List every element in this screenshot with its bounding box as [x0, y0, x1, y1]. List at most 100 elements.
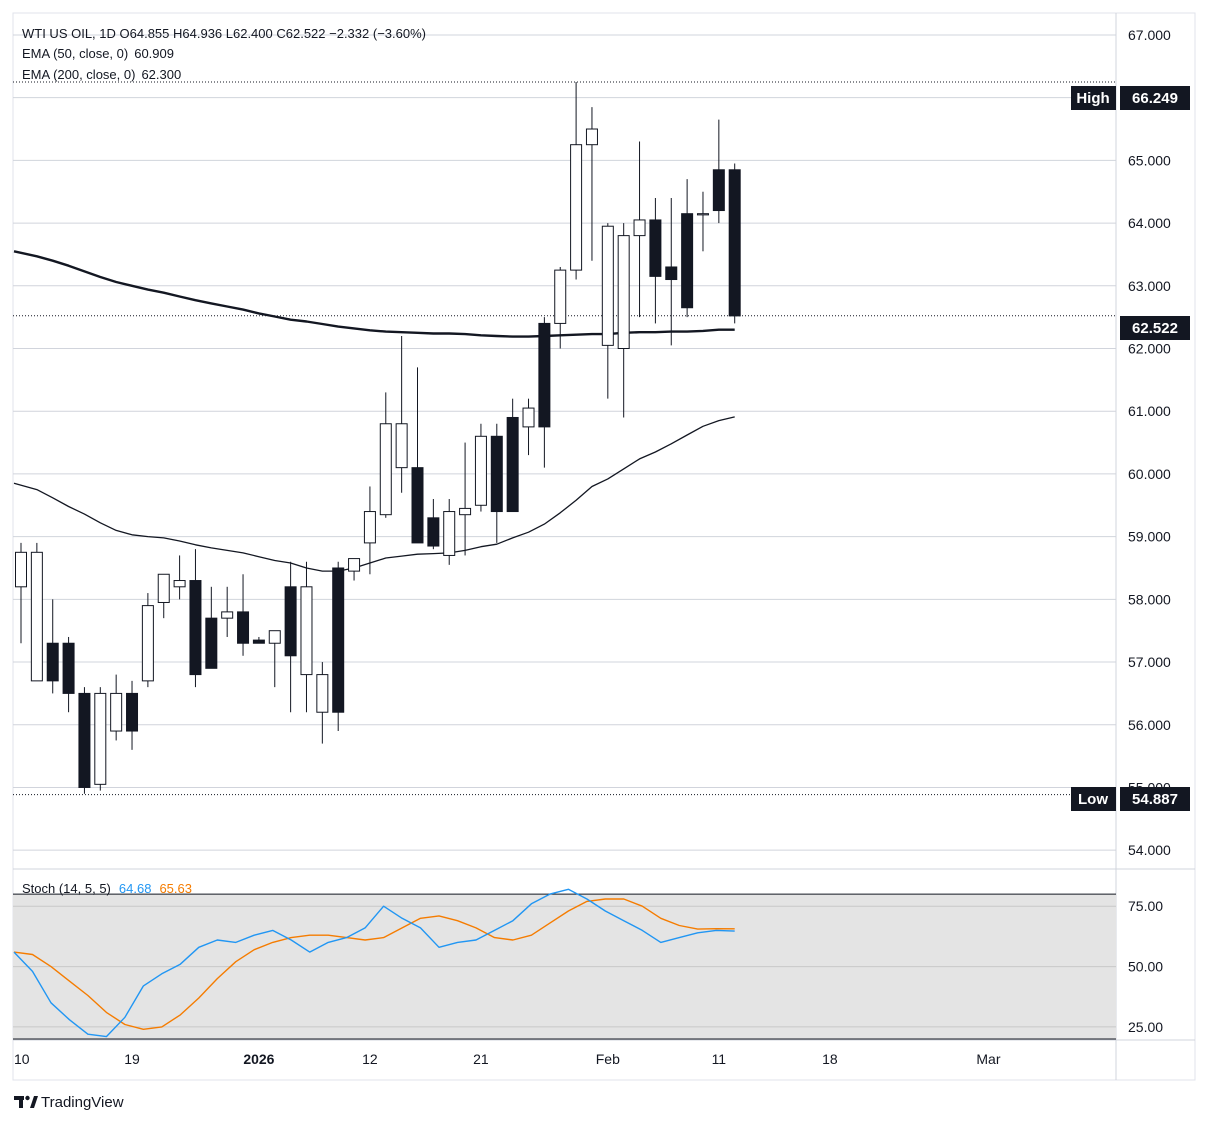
candle[interactable] [221, 586, 234, 637]
candle-body [78, 692, 91, 788]
high-badge-label: High [1076, 90, 1109, 107]
candle-body [221, 611, 234, 619]
candle[interactable] [538, 317, 551, 468]
tradingview-logo-text: TradingView [41, 1094, 124, 1111]
candle[interactable] [712, 119, 725, 224]
candle[interactable] [316, 662, 329, 744]
high-badge: High 66.249 [1071, 86, 1190, 110]
ema200-line [13, 250, 735, 338]
candle[interactable] [696, 191, 709, 252]
candles[interactable] [15, 81, 741, 794]
candle-body [443, 511, 456, 556]
candle[interactable] [585, 107, 598, 261]
candle[interactable] [728, 163, 741, 324]
candle[interactable] [617, 223, 630, 418]
ema50-legend[interactable]: EMA (50, close, 0) 60.909 [22, 46, 174, 61]
candle[interactable] [570, 81, 583, 280]
candle-body [348, 558, 361, 572]
candle-body [554, 269, 567, 324]
tradingview-logo[interactable]: TradingView [14, 1094, 124, 1111]
stoch-k-line [13, 888, 735, 1038]
time-tick-label: 2026 [243, 1051, 274, 1067]
candle-body [15, 551, 27, 588]
ema50-label: EMA (50, close, 0) [22, 46, 128, 61]
candle[interactable] [46, 599, 59, 694]
price-tick-label: 54.000 [1128, 842, 1171, 858]
candle[interactable] [474, 423, 487, 512]
candle[interactable] [94, 687, 107, 791]
stoch-label: Stoch (14, 5, 5) [22, 881, 111, 896]
candle-body [459, 507, 472, 516]
candle[interactable] [363, 486, 376, 575]
candle[interactable] [268, 630, 281, 688]
time-tick-label: 12 [362, 1051, 378, 1067]
candle[interactable] [506, 398, 519, 513]
time-tick-label: 18 [822, 1051, 838, 1067]
candle-body [237, 611, 250, 644]
candle[interactable] [332, 561, 345, 732]
candle[interactable] [427, 499, 440, 550]
candle-body [46, 642, 59, 682]
stoch-legend[interactable]: Stoch (14, 5, 5) 64.68 65.63 [22, 881, 192, 896]
time-tick-label: 21 [473, 1051, 489, 1067]
candle[interactable] [173, 555, 186, 600]
low-badge-label: Low [1078, 791, 1108, 808]
candle-body [332, 567, 345, 713]
candle[interactable] [490, 423, 503, 543]
candle-body [696, 213, 709, 216]
stoch-d-line [13, 898, 735, 1031]
ema200-legend[interactable]: EMA (200, close, 0) 62.300 [22, 67, 181, 82]
candle[interactable] [252, 636, 265, 644]
stoch-lines [13, 888, 735, 1038]
candle-body [94, 692, 107, 785]
candle[interactable] [110, 674, 123, 741]
candle[interactable] [395, 335, 408, 493]
candle-body [316, 674, 329, 713]
candle[interactable] [522, 398, 535, 456]
stoch-tick-label: 50.00 [1128, 959, 1163, 975]
candle[interactable] [126, 680, 139, 750]
last-price-badge: 62.522 [1120, 316, 1190, 340]
candle-body [490, 435, 503, 513]
symbol-legend[interactable]: WTI US OIL, 1D O64.855 H64.936 L62.400 C… [22, 26, 426, 41]
time-scale[interactable]: 10 19 2026 12 21 Feb 11 18 Mar [14, 1051, 1001, 1067]
candle[interactable] [554, 266, 567, 349]
candle[interactable] [443, 499, 456, 565]
tradingview-logo-icon [14, 1095, 38, 1108]
candle[interactable] [189, 549, 202, 688]
stoch-scale[interactable]: 75.00 50.00 25.00 [1128, 898, 1163, 1035]
stoch-band [13, 893, 1116, 1040]
candle[interactable] [157, 573, 170, 619]
time-tick-label: Mar [976, 1051, 1000, 1067]
candle[interactable] [15, 542, 27, 644]
candle[interactable] [665, 197, 678, 346]
candle[interactable] [205, 586, 218, 669]
last-price-value: 62.522 [1132, 320, 1178, 337]
candle[interactable] [379, 392, 392, 518]
candle[interactable] [649, 197, 662, 324]
candle[interactable] [284, 561, 297, 713]
candle[interactable] [300, 561, 313, 713]
candle[interactable] [237, 574, 250, 656]
candle-body [538, 322, 551, 428]
low-badge-label-bg [1071, 787, 1116, 811]
candle[interactable] [411, 367, 424, 544]
candle-body [601, 225, 614, 346]
candle-body [649, 219, 662, 277]
candle[interactable] [348, 558, 361, 581]
candle[interactable] [633, 141, 646, 318]
candle-body [126, 692, 139, 732]
candle[interactable] [601, 223, 614, 399]
price-tick-label: 60.000 [1128, 466, 1171, 482]
candle[interactable] [681, 179, 694, 318]
reference-lines [13, 81, 1116, 796]
candle[interactable] [78, 687, 91, 794]
candle[interactable] [30, 542, 43, 682]
candle[interactable] [141, 593, 154, 688]
candle[interactable] [62, 636, 75, 713]
time-tick-label: 19 [124, 1051, 140, 1067]
candle[interactable] [459, 442, 472, 556]
ema50-line [13, 416, 735, 572]
price-scale[interactable]: 67.00066.00065.00064.00063.00062.00061.0… [1128, 27, 1171, 858]
